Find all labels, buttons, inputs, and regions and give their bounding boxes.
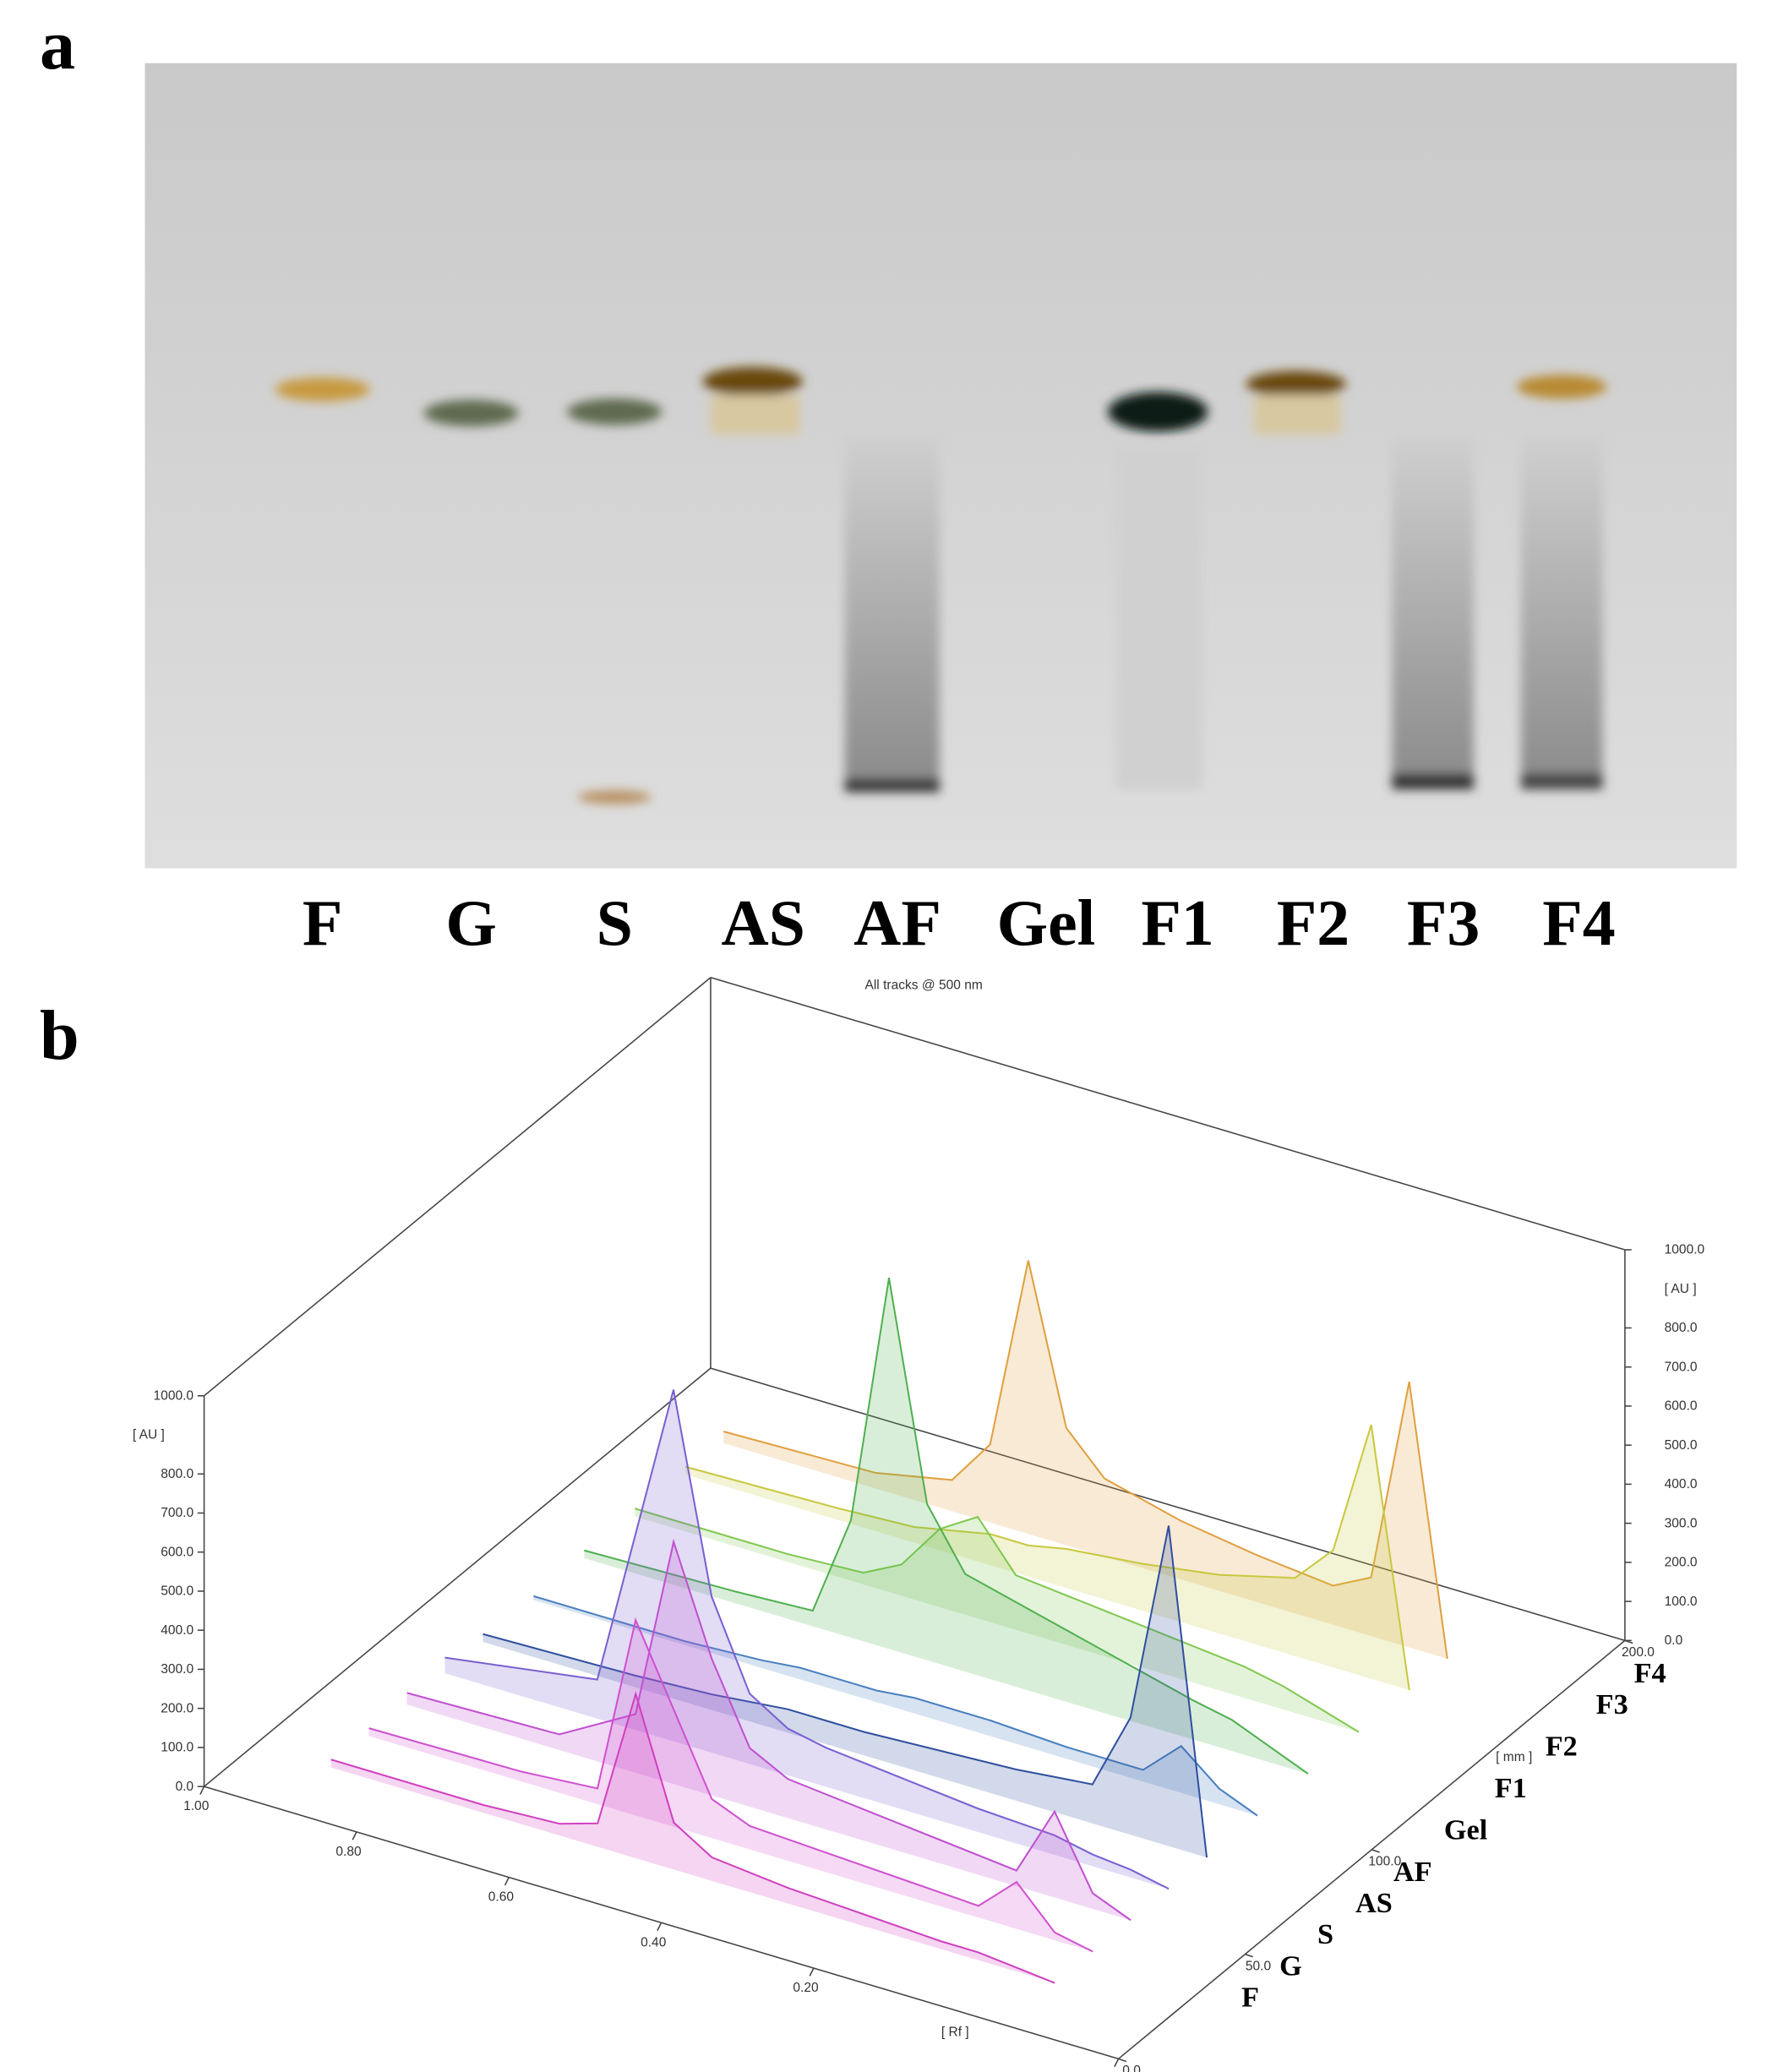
x-tick [199,1786,205,1795]
lane-label: AS [721,886,805,959]
x-tick-label: 1.00 [183,1799,210,1813]
track-label: AF [1393,1856,1432,1888]
track-label: F3 [1596,1688,1628,1720]
y-tick-label: 600.0 [161,1545,194,1559]
z-tick-label: 100.0 [1368,1855,1401,1869]
trace [330,1691,1055,1984]
x-tick-label: 0.20 [793,1981,819,1995]
trace [635,1508,1360,1733]
z-tick [1624,1639,1633,1644]
y-tick-label: 1000.0 [154,1388,194,1403]
trace-fill [584,1278,1308,1775]
chart-title: All tracks @ 500 nm [864,979,982,993]
lane-label: AF [853,886,941,959]
trace [684,1424,1410,1691]
lane-label: Gel [997,886,1096,959]
trace-fill [406,1541,1131,1921]
trace-fill [635,1508,1359,1732]
x-axis-label: [ Rf ] [941,2026,969,2040]
trace-fill [685,1425,1409,1691]
lane-label: F [303,886,343,959]
y-tick-label: 100.0 [161,1741,194,1755]
trace-fill [483,1525,1208,1858]
trace [533,1595,1258,1817]
tlc-plate [144,63,1737,869]
track-label: Gel [1444,1813,1487,1846]
lane-label: G [445,886,497,959]
axis-line [710,976,1626,1251]
lane-label: S [597,886,633,959]
track-label: F2 [1546,1730,1578,1762]
track-label: AS [1355,1887,1393,1919]
trace [722,1260,1448,1660]
z-axis-label: [ mm ] [1496,1750,1532,1764]
track-label: S [1317,1918,1333,1950]
y-tick-label: 1000.0 [1665,1243,1705,1257]
y-tick-label: 700.0 [161,1506,194,1520]
y-tick-label: 400.0 [161,1623,194,1638]
lane-label: F1 [1141,886,1213,959]
x-tick-label: 0.40 [641,1935,667,1949]
y-tick-label: 800.0 [1665,1321,1698,1335]
z-tick-label: 200.0 [1622,1645,1655,1660]
lane-label: F3 [1407,886,1480,959]
panel-label: a [40,6,75,85]
y-tick-label: 500.0 [161,1584,194,1599]
x-tick [504,1877,510,1886]
x-tick [1114,2058,1120,2068]
x-tick-label: 0.60 [488,1890,515,1905]
y-tick-label: 0.0 [175,1780,194,1794]
lane-label: F2 [1277,886,1350,959]
z-tick [1118,2058,1127,2063]
z-tick-label: 0.0 [1122,2064,1141,2072]
y-tick-label: 200.0 [1665,1556,1698,1570]
y-tick-label: 200.0 [161,1701,194,1715]
y-tick-label: 400.0 [1665,1477,1698,1491]
trace [444,1389,1170,1890]
trace [368,1617,1093,1953]
x-tick-label: 0.80 [335,1845,362,1859]
lane-label: F4 [1542,886,1615,959]
x-tick [809,1967,815,1977]
z-tick [1371,1849,1380,1853]
z-tick [1245,1953,1253,1958]
track-label: F1 [1495,1772,1527,1804]
y-tick-label: 700.0 [1665,1360,1698,1374]
track-label: F4 [1634,1657,1666,1689]
trace [483,1525,1208,1858]
y-tick-label: 300.0 [161,1662,194,1677]
y-tick-label: 300.0 [1665,1516,1698,1530]
axis-line [710,1367,1626,1642]
y-tick-label: 100.0 [1665,1595,1698,1609]
track-label: F [1241,1981,1259,2013]
track-label: G [1279,1949,1302,1982]
axis-line [204,1367,712,1787]
panel-label: b [40,996,79,1075]
trace [406,1538,1131,1922]
axis-line [204,977,712,1397]
x-tick [657,1922,662,1931]
y-axis-label: [ AU ] [1665,1282,1697,1296]
y-tick-label: 600.0 [1665,1399,1698,1414]
y-tick-label: 500.0 [1665,1438,1698,1453]
x-tick [352,1831,357,1840]
y-tick-label: 0.0 [1665,1633,1683,1648]
trace [584,1277,1309,1775]
trace-fill [533,1595,1257,1816]
trace-fill [368,1620,1093,1952]
z-tick-label: 50.0 [1246,1959,1272,1973]
y-tick-label: 800.0 [161,1467,194,1481]
y-axis-label: [ AU ] [133,1428,165,1442]
